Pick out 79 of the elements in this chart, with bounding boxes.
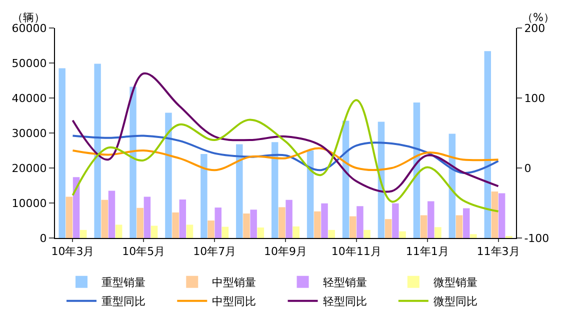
y2-tick-label: 0 xyxy=(524,162,532,175)
y2-tick-label: -100 xyxy=(524,232,550,245)
y2-axis-title: （%） xyxy=(522,11,554,24)
x-tick-label: 10年7月 xyxy=(193,245,236,258)
bar xyxy=(364,230,370,238)
bar xyxy=(186,224,194,238)
bar xyxy=(470,234,477,238)
bar xyxy=(179,200,186,238)
bar xyxy=(80,230,87,238)
bar xyxy=(94,64,101,238)
y-tick-label: 40000 xyxy=(12,92,47,105)
bar xyxy=(498,193,506,238)
legend-label: 微型销量 xyxy=(433,276,478,290)
bar xyxy=(350,216,356,238)
bar xyxy=(484,51,491,238)
bar xyxy=(243,214,250,238)
bar xyxy=(150,226,158,238)
bar xyxy=(108,190,116,238)
bar xyxy=(236,144,243,238)
bar xyxy=(356,206,364,238)
y-tick-label: 0 xyxy=(40,232,47,245)
bar xyxy=(392,203,399,238)
legend-label: 中型同比 xyxy=(212,295,256,308)
x-tick-label: 11年3月 xyxy=(476,245,520,258)
bar xyxy=(200,154,208,238)
bar xyxy=(420,215,428,238)
x-tick-label: 10年3月 xyxy=(51,245,94,258)
bar xyxy=(462,208,470,238)
y2-tick-label: 200 xyxy=(524,22,546,35)
bar xyxy=(208,220,214,238)
x-tick-label: 11年1月 xyxy=(406,245,449,258)
line-series xyxy=(72,134,500,174)
bar xyxy=(222,226,229,238)
y-axis-title: （辆） xyxy=(12,11,45,24)
x-tick-label: 10年11月 xyxy=(331,245,382,258)
bar xyxy=(144,196,151,238)
line-series xyxy=(72,72,500,193)
bar xyxy=(314,211,321,238)
y2-tick-label: 100 xyxy=(524,92,546,105)
bar xyxy=(72,177,80,238)
bar xyxy=(399,231,406,238)
bar xyxy=(136,208,144,238)
bar xyxy=(257,228,264,238)
bar xyxy=(328,230,335,238)
bar xyxy=(101,200,108,238)
bar xyxy=(214,208,222,238)
legend-label: 重型同比 xyxy=(102,295,146,308)
bar xyxy=(115,224,122,238)
legend-label: 中型销量 xyxy=(212,276,256,290)
legend-label: 轻型销量 xyxy=(322,276,367,290)
bar xyxy=(321,203,328,238)
bar xyxy=(172,212,179,238)
legend-label: 轻型同比 xyxy=(322,295,367,308)
bar xyxy=(434,227,442,238)
y-tick-label: 50000 xyxy=(12,56,47,70)
line-series xyxy=(72,147,500,172)
bar xyxy=(292,226,300,238)
bar xyxy=(384,219,392,238)
x-tick-label: 10年9月 xyxy=(264,245,307,258)
bar xyxy=(428,201,434,238)
legend-label: 微型同比 xyxy=(433,295,478,308)
bar xyxy=(250,210,257,238)
bar xyxy=(66,196,73,238)
line-series xyxy=(72,99,500,212)
x-tick-label: 10年5月 xyxy=(122,245,166,258)
y-tick-label: 60000 xyxy=(12,22,47,35)
bar xyxy=(58,68,66,238)
y-tick-label: 10000 xyxy=(12,196,47,210)
bar xyxy=(456,215,463,238)
y-tick-label: 30000 xyxy=(12,126,47,140)
bar xyxy=(130,86,136,238)
legend-label: 重型销量 xyxy=(102,276,146,290)
bar xyxy=(165,112,172,238)
bar xyxy=(271,142,278,238)
bar xyxy=(286,200,292,238)
y-tick-label: 20000 xyxy=(12,162,47,175)
bar xyxy=(306,150,314,238)
bar xyxy=(278,207,286,238)
bar xyxy=(491,191,498,238)
